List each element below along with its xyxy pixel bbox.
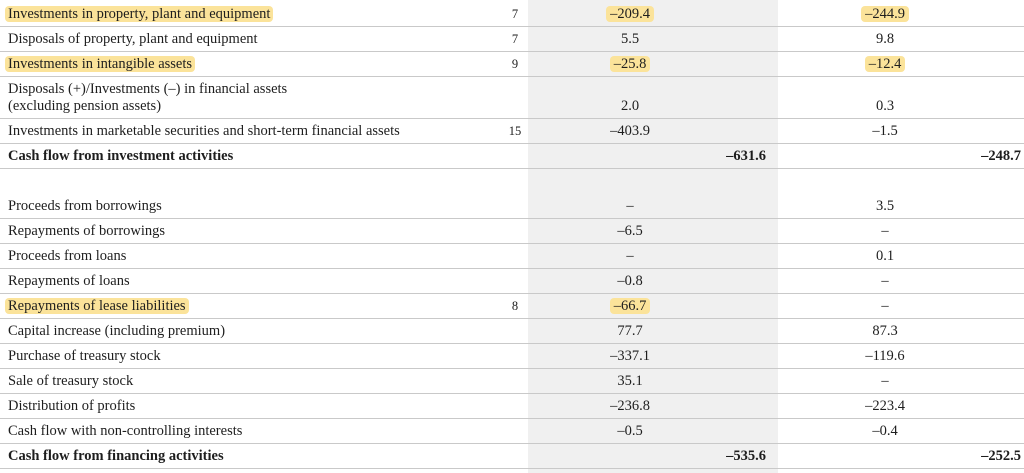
row-label: Repayments of lease liabilities [5, 298, 189, 315]
row-label: Distribution of profits [8, 398, 136, 414]
value-prior: – [881, 223, 889, 239]
table-row: Proceeds from loans – 0.1 [0, 244, 1024, 269]
value-prior: 0.1 [875, 248, 895, 264]
row-label: Cash flow with non-controlling interests [8, 423, 243, 439]
table-row: Repayments of borrowings –6.5 – [0, 219, 1024, 244]
value-prior: –1.5 [872, 123, 898, 139]
table-row: Repayments of loans –0.8 – [0, 269, 1024, 294]
value-current: –0.5 [617, 423, 643, 439]
value-current: –209.4 [580, 6, 680, 23]
total-current: –535.6 [726, 448, 766, 464]
value-current: 2.0 [620, 98, 640, 114]
table-row: Capital increase (including premium) 77.… [0, 319, 1024, 344]
note-ref: 8 [511, 299, 519, 313]
value-prior: – [881, 298, 889, 314]
note-ref: 7 [511, 32, 519, 46]
row-label: Investments in property, plant and equip… [5, 6, 274, 23]
table-row: Cash flow with non-controlling interests… [0, 419, 1024, 444]
table-row: Investments in marketable securities and… [0, 119, 1024, 144]
total-prior: –248.7 [981, 148, 1021, 164]
row-label: Capital increase (including premium) [8, 323, 226, 339]
highlight-mark: Investments in property, plant and equip… [5, 6, 274, 22]
highlight-mark: –209.4 [606, 6, 654, 22]
table-row: Proceeds from borrowings – 3.5 [0, 169, 1024, 219]
value-current: – [626, 198, 634, 214]
total-current: –631.6 [726, 148, 766, 164]
table-row: Investments in property, plant and equip… [0, 0, 1024, 27]
row-label: Disposals of property, plant and equipme… [8, 31, 258, 47]
value-current: –6.5 [617, 223, 643, 239]
value-prior: 3.5 [875, 198, 895, 214]
table-row: Investments in intangible assets 9 –25.8… [0, 52, 1024, 77]
highlight-mark: –66.7 [609, 298, 651, 314]
current-year-column-shade [528, 0, 778, 473]
highlight-mark: Repayments of lease liabilities [5, 298, 189, 314]
row-label: Proceeds from borrowings [8, 198, 162, 214]
value-prior: –119.6 [865, 348, 905, 364]
note-ref: 15 [508, 124, 522, 138]
subtotal-row: Cash flow from financing activities –535… [0, 444, 1024, 469]
row-label: Cash flow from financing activities [8, 448, 224, 464]
value-current: – [626, 248, 634, 264]
note-ref: 7 [511, 7, 519, 21]
row-label: Repayments of borrowings [8, 223, 166, 239]
highlight-mark: Investments in intangible assets [5, 56, 196, 72]
row-label-line-2: (excluding pension assets) [8, 98, 162, 114]
row-label-line-1: Disposals (+)/Investments (–) in financi… [8, 81, 288, 97]
value-current: 35.1 [617, 373, 643, 389]
subtotal-row: Cash flow from investment activities –63… [0, 144, 1024, 169]
row-label: Purchase of treasury stock [8, 348, 161, 364]
table-row: Repayments of lease liabilities 8 –66.7 … [0, 294, 1024, 319]
value-prior: –0.4 [872, 423, 898, 439]
row-label: Investments in intangible assets [5, 56, 196, 73]
value-current: –66.7 [580, 298, 680, 315]
value-prior: 0.3 [875, 98, 895, 114]
row-label: Cash flow from investment activities [8, 148, 234, 164]
value-current: 77.7 [617, 323, 643, 339]
value-current: –0.8 [617, 273, 643, 289]
row-label: Disposals (+)/Investments (–) in financi… [8, 81, 408, 115]
value-current: –403.9 [610, 123, 650, 139]
row-label: Repayments of loans [8, 273, 130, 289]
table-row: Sale of treasury stock 35.1 – [0, 369, 1024, 394]
value-prior: –223.4 [865, 398, 905, 414]
table-row: Distribution of profits –236.8 –223.4 [0, 394, 1024, 419]
value-current: –236.8 [610, 398, 650, 414]
value-prior: –244.9 [835, 6, 935, 23]
value-current: –25.8 [580, 56, 680, 73]
value-current: 5.5 [620, 31, 640, 47]
row-label: Proceeds from loans [8, 248, 127, 264]
table-row: Disposals (+)/Investments (–) in financi… [0, 77, 1024, 119]
table-row: Disposals of property, plant and equipme… [0, 27, 1024, 52]
value-prior: – [881, 373, 889, 389]
note-ref: 9 [511, 57, 519, 71]
row-label: Investments in marketable securities and… [8, 123, 400, 139]
highlight-mark: –244.9 [861, 6, 909, 22]
highlight-mark: –12.4 [864, 56, 906, 72]
table-row: Purchase of treasury stock –337.1 –119.6 [0, 344, 1024, 369]
value-prior: – [881, 273, 889, 289]
value-prior: –12.4 [835, 56, 935, 73]
value-prior: 87.3 [872, 323, 898, 339]
row-label: Sale of treasury stock [8, 373, 134, 389]
value-prior: 9.8 [875, 31, 895, 47]
total-prior: –252.5 [981, 448, 1021, 464]
highlight-mark: –25.8 [609, 56, 651, 72]
value-current: –337.1 [610, 348, 650, 364]
